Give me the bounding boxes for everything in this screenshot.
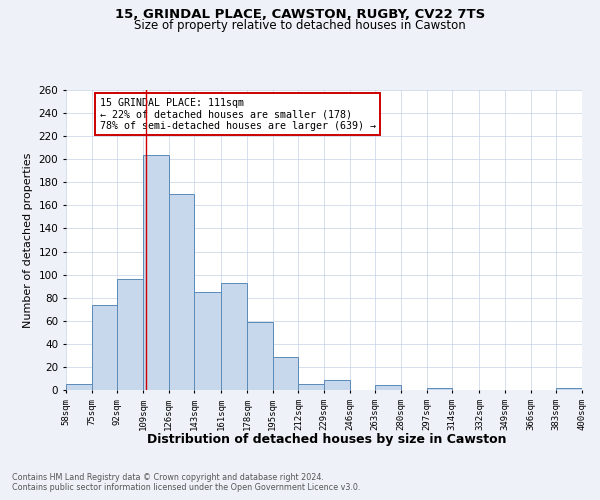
Text: Size of property relative to detached houses in Cawston: Size of property relative to detached ho… xyxy=(134,18,466,32)
Bar xyxy=(427,388,452,390)
Bar xyxy=(324,380,350,390)
Bar xyxy=(66,384,92,390)
Bar xyxy=(169,194,194,390)
Bar xyxy=(143,154,169,390)
Bar xyxy=(273,356,298,390)
Bar xyxy=(92,304,117,390)
Bar xyxy=(117,279,143,390)
Text: Distribution of detached houses by size in Cawston: Distribution of detached houses by size … xyxy=(147,432,507,446)
Text: 15, GRINDAL PLACE, CAWSTON, RUGBY, CV22 7TS: 15, GRINDAL PLACE, CAWSTON, RUGBY, CV22 … xyxy=(115,8,485,20)
Bar xyxy=(375,386,401,390)
Text: Contains HM Land Registry data © Crown copyright and database right 2024.: Contains HM Land Registry data © Crown c… xyxy=(12,472,324,482)
Text: Contains public sector information licensed under the Open Government Licence v3: Contains public sector information licen… xyxy=(12,482,361,492)
Bar xyxy=(556,388,582,390)
Bar xyxy=(221,282,247,390)
Y-axis label: Number of detached properties: Number of detached properties xyxy=(23,152,33,328)
Text: 15 GRINDAL PLACE: 111sqm
← 22% of detached houses are smaller (178)
78% of semi-: 15 GRINDAL PLACE: 111sqm ← 22% of detach… xyxy=(100,98,376,130)
Bar xyxy=(194,292,221,390)
Bar xyxy=(298,384,324,390)
Bar xyxy=(247,322,273,390)
